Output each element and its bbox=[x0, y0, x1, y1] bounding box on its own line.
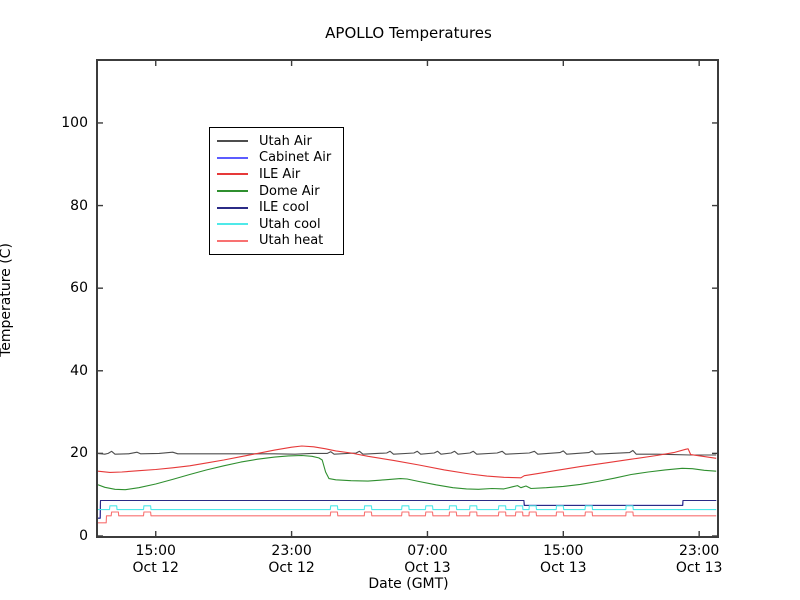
x-tick-time: 07:00 bbox=[407, 543, 448, 559]
legend-label: Dome Air bbox=[259, 183, 320, 199]
legend-line-sample bbox=[217, 223, 248, 226]
x-tick-time: 23:00 bbox=[678, 543, 720, 559]
x-tick-label: 23:00 Oct 12 bbox=[247, 543, 337, 576]
x-tick-date: Oct 13 bbox=[404, 559, 451, 576]
series-line-utah-heat bbox=[98, 511, 717, 524]
legend-label: Cabinet Air bbox=[259, 150, 332, 166]
legend-label: ILE Air bbox=[259, 166, 301, 182]
plot-area: Utah Air Cabinet Air ILE Air Dome Air ILE co… bbox=[96, 59, 719, 538]
legend-line-sample bbox=[217, 239, 248, 242]
legend-item: ILE cool bbox=[217, 199, 331, 216]
x-tick-date: Oct 13 bbox=[540, 559, 587, 576]
legend-line-sample bbox=[217, 156, 248, 159]
series-line-ile-air bbox=[98, 445, 717, 479]
plot-canvas bbox=[98, 61, 717, 536]
series-line-utah-cool bbox=[98, 505, 717, 511]
series-line-utah-air bbox=[98, 449, 717, 456]
y-tick-label: 100 bbox=[61, 114, 88, 131]
legend-line-sample bbox=[217, 140, 248, 143]
legend-item: Cabinet Air bbox=[217, 150, 331, 167]
y-tick-label: 0 bbox=[79, 528, 88, 544]
x-tick-label: 15:00 Oct 12 bbox=[111, 543, 201, 576]
legend: Utah Air Cabinet Air ILE Air Dome Air ILE co… bbox=[209, 127, 345, 256]
x-tick-label: 23:00 Oct 13 bbox=[654, 543, 744, 576]
x-tick-date: Oct 13 bbox=[675, 559, 723, 576]
legend-line-sample bbox=[217, 190, 248, 193]
legend-item: Utah cool bbox=[217, 216, 331, 233]
legend-item: ILE Air bbox=[217, 166, 331, 183]
x-tick-time: 15:00 bbox=[135, 543, 176, 559]
y-tick-label: 20 bbox=[70, 445, 88, 462]
legend-label: Utah cool bbox=[259, 216, 321, 232]
legend-line-sample bbox=[217, 206, 248, 209]
legend-label: Utah heat bbox=[259, 233, 324, 249]
y-tick-label: 60 bbox=[70, 280, 88, 297]
legend-label: ILE cool bbox=[259, 200, 310, 216]
legend-item: Utah heat bbox=[217, 233, 331, 250]
series-line-dome-air bbox=[98, 454, 717, 491]
x-axis-label: Date (GMT) bbox=[368, 576, 449, 592]
y-axis-label: Temperature (C) bbox=[0, 243, 14, 357]
y-tick-label: 80 bbox=[70, 197, 88, 214]
legend-item: Utah Air bbox=[217, 133, 331, 150]
x-tick-label: 07:00 Oct 13 bbox=[382, 543, 472, 576]
y-tick-label: 40 bbox=[70, 362, 88, 379]
chart-title: APOLLO Temperatures bbox=[325, 24, 492, 42]
x-tick-date: Oct 12 bbox=[132, 559, 179, 576]
legend-label: Utah Air bbox=[259, 133, 312, 149]
series-line-ile-cool bbox=[98, 499, 717, 519]
legend-line-sample bbox=[217, 173, 248, 176]
x-tick-time: 23:00 bbox=[271, 543, 312, 559]
x-tick-date: Oct 12 bbox=[268, 559, 315, 576]
x-tick-time: 15:00 bbox=[543, 543, 584, 559]
x-tick-label: 15:00 Oct 13 bbox=[518, 543, 608, 576]
legend-item: Dome Air bbox=[217, 183, 331, 200]
